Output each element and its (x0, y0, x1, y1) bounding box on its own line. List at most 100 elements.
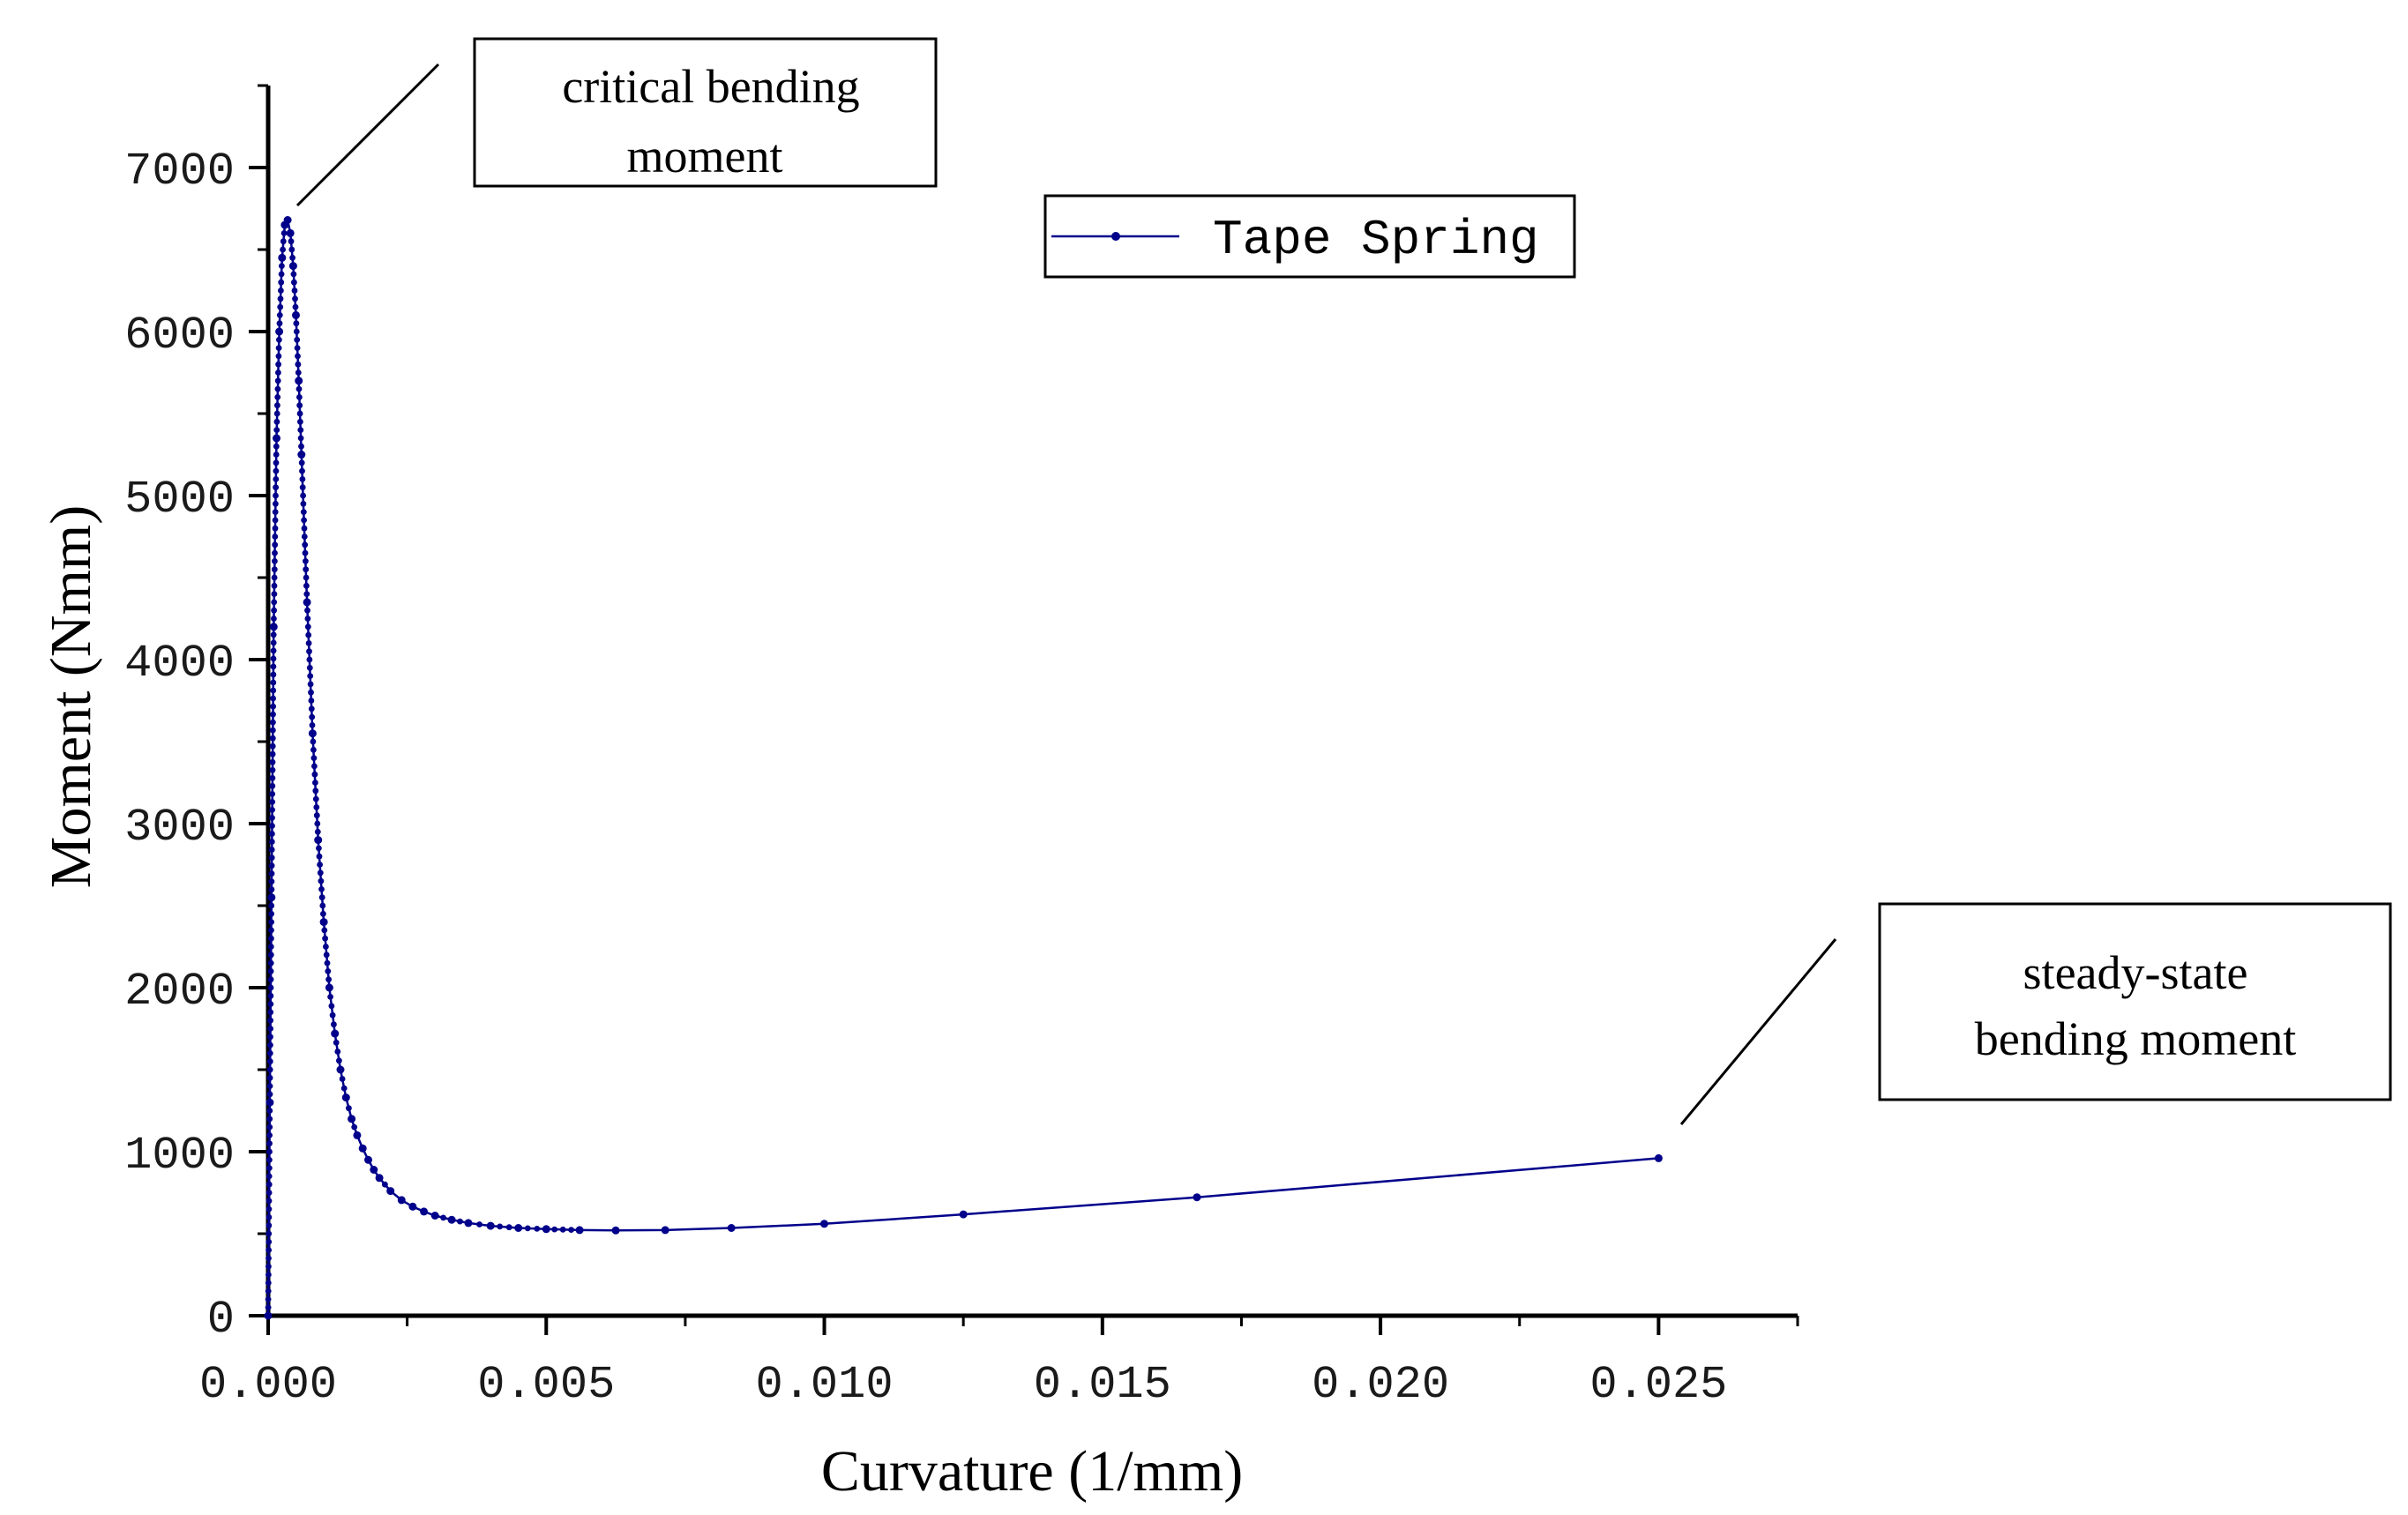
series-dense-marker (269, 727, 276, 734)
series-dense-marker (275, 345, 282, 351)
series-dense-marker (297, 427, 304, 433)
y-axis-ticks: 0 1000 2000 3000 4000 5000 6000 7000 (124, 84, 268, 1346)
series-dense-marker (270, 687, 277, 694)
series-dense-marker (323, 952, 330, 959)
steady-state-annotation-box (1878, 902, 2392, 1101)
x-tick-label: 0.025 (1589, 1359, 1727, 1411)
data-point (319, 918, 328, 927)
data-point (820, 1220, 828, 1228)
data-point (331, 1029, 340, 1038)
series-dense-marker (268, 935, 274, 942)
series-line-tape-spring (266, 219, 1659, 1317)
series-dense-marker (265, 1230, 273, 1237)
series-dense-marker (296, 394, 303, 400)
series-dense-marker (268, 878, 275, 884)
series-dense-marker (272, 517, 279, 524)
data-point (269, 623, 278, 631)
y-tick-label: 7000 (124, 146, 235, 198)
series-dense-marker (290, 271, 297, 278)
series-dense-marker (269, 743, 276, 750)
series-dense-marker (275, 361, 281, 368)
series-dense-marker (551, 1226, 558, 1233)
series-dense-marker (312, 780, 318, 786)
y-tick-label: 4000 (124, 638, 235, 690)
series-dense-marker (323, 944, 329, 950)
series-dense-marker (316, 845, 322, 852)
series-dense-marker (273, 418, 280, 425)
data-point (341, 1093, 350, 1102)
series-dense-marker (270, 679, 277, 686)
series-dense-marker (265, 1238, 273, 1245)
data-point (430, 1212, 439, 1220)
series-dense-marker (267, 1001, 274, 1007)
series-dense-marker (325, 976, 332, 983)
series-dense-marker (316, 853, 323, 860)
series-dense-marker (299, 467, 305, 474)
series-dense-marker (269, 799, 276, 805)
series-dense-marker (310, 738, 317, 745)
series-dense-marker (273, 476, 280, 482)
steady-state-annotation-line-1: steady-state (2023, 946, 2248, 999)
series-dense-marker (273, 492, 279, 499)
series-dense-marker (270, 695, 276, 702)
series-dense-marker (288, 238, 295, 245)
data-point (295, 377, 303, 385)
series-dense-marker (267, 984, 274, 991)
data-point (542, 1225, 550, 1234)
series-dense-marker (328, 1003, 335, 1010)
series-dense-marker (306, 648, 312, 655)
series-dense-marker (269, 750, 276, 758)
series-dense-marker (265, 1198, 273, 1205)
series-dense-marker (265, 1247, 272, 1253)
series-dense-marker (268, 902, 275, 909)
series-dense-marker (317, 862, 323, 868)
series-dense-marker (266, 1156, 273, 1163)
x-axis-ticks: 0.000 0.005 0.010 0.015 0.020 0.025 (199, 1316, 1799, 1411)
series-dense-marker (497, 1223, 504, 1230)
series-dense-marker (318, 877, 325, 884)
series-dense-marker (266, 1140, 273, 1147)
data-point (278, 253, 287, 262)
series-dense-marker (267, 1041, 273, 1049)
series-dense-marker (271, 574, 278, 581)
data-point (727, 1224, 736, 1232)
series-dense-marker (275, 369, 281, 376)
series-dense-marker (440, 1214, 446, 1221)
series-dense-marker (301, 525, 308, 532)
legend-marker-swatch (1111, 232, 1120, 241)
series-dense-marker (309, 713, 316, 720)
series-dense-marker (274, 385, 281, 392)
series-dense-marker (267, 976, 274, 983)
series-dense-marker (314, 828, 321, 835)
series-dense-marker (269, 766, 276, 773)
series-dense-marker (336, 1057, 342, 1064)
critical-moment-annotation-box (473, 37, 938, 188)
series-dense-marker (304, 607, 310, 614)
series-dense-marker (293, 328, 300, 335)
series-dense-marker (297, 435, 304, 442)
data-point (661, 1226, 669, 1235)
series-dense-marker (292, 303, 299, 310)
series-dense-marker (322, 935, 328, 942)
series-dense-marker (295, 361, 302, 368)
data-point (420, 1207, 429, 1216)
series-dense-marker (272, 534, 279, 540)
series-dense-marker (568, 1227, 574, 1233)
series-dense-marker (333, 1039, 340, 1046)
series-dense-marker (311, 763, 318, 770)
series-dense-marker (312, 787, 319, 795)
series-dense-marker (303, 558, 309, 564)
series-dense-marker (308, 705, 315, 713)
series-dense-marker (331, 1021, 337, 1028)
series-dense-marker (271, 591, 278, 597)
series-dense-marker (272, 541, 279, 549)
series-dense-marker (340, 1085, 348, 1092)
series-dense-marker (267, 1009, 274, 1016)
series-dense-marker (266, 1050, 273, 1056)
series-dense-marker (271, 566, 278, 573)
series-dense-marker (274, 402, 280, 409)
series-dense-marker (273, 410, 280, 417)
data-point (264, 1311, 273, 1320)
series-dense-marker (267, 952, 274, 959)
series-dense-marker (265, 1296, 272, 1302)
